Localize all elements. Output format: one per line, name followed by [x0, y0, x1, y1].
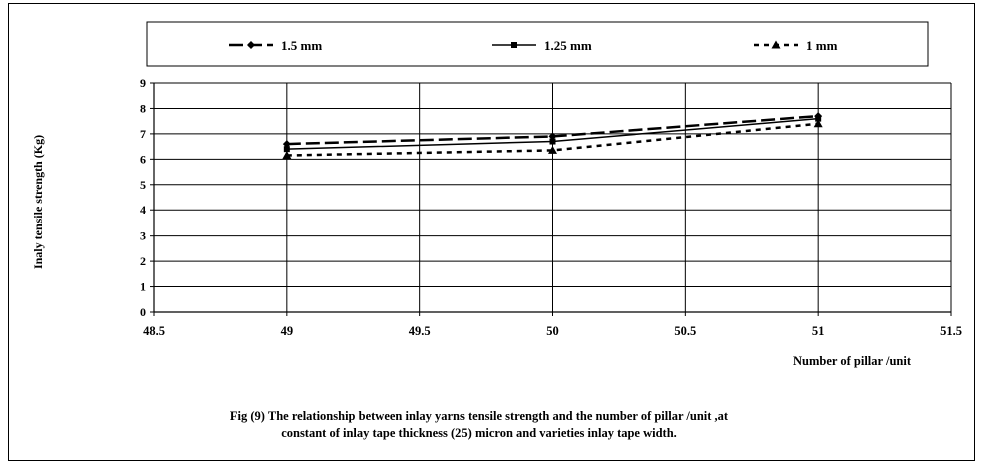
legend-label: 1 mm: [806, 38, 838, 53]
data-point: [282, 151, 292, 160]
data-point: [282, 140, 291, 149]
data-point: [815, 115, 822, 122]
legend-label: 1.5 mm: [281, 38, 322, 53]
y-tick-label: 7: [140, 127, 146, 141]
series-line: [286, 114, 819, 146]
y-tick-label: 8: [140, 101, 146, 115]
figure-frame: 1.5 mm 1.25 mm 1 mm 0 1 2 3 4 5 6 7 8 9 48.5 49 49.5 50…: [8, 3, 975, 461]
line-chart: 1.5 mm 1.25 mm 1 mm 0 1 2 3 4 5 6 7 8 9 48.5 49 49.5 50…: [31, 21, 962, 368]
data-point: [548, 145, 557, 154]
caption-line-2: constant of inlay tape thickness (25) mi…: [281, 426, 677, 440]
series-line: [286, 122, 819, 157]
x-tick-label: 51.5: [940, 324, 962, 338]
x-tick-label: 50.5: [674, 324, 696, 338]
x-tick-label: 49: [281, 324, 294, 338]
x-tick-label: 50: [546, 324, 559, 338]
legend-marker: [511, 42, 517, 48]
caption-line-1: Fig (9) The relationship between inlay y…: [229, 409, 729, 423]
data-point: [548, 132, 557, 141]
x-tick-label: 49.5: [409, 324, 431, 338]
x-tick-label: 51: [812, 324, 825, 338]
data-point: [283, 146, 290, 153]
legend-marker: [247, 41, 255, 49]
y-tick-label: 5: [140, 178, 146, 192]
y-tick-label: 4: [140, 203, 146, 217]
x-axis-label: Number of pillar /unit: [793, 354, 912, 368]
y-tick-label: 0: [140, 305, 146, 319]
y-tick-label: 2: [140, 254, 146, 268]
x-tick-label: 48.5: [143, 324, 165, 338]
figure-caption: Fig (9) The relationship between inlay y…: [129, 408, 829, 442]
y-tick-label: 1: [140, 280, 146, 294]
legend-label: 1.25 mm: [544, 38, 592, 53]
legend-marker: [771, 40, 781, 49]
y-tick-label: 6: [140, 152, 146, 166]
y-tick-label: 3: [140, 229, 146, 243]
y-tick-label: 9: [140, 76, 146, 90]
data-point: [813, 119, 823, 128]
y-axis-label: Inaly tensile strength (Kg): [31, 135, 45, 269]
data-point: [549, 138, 556, 145]
